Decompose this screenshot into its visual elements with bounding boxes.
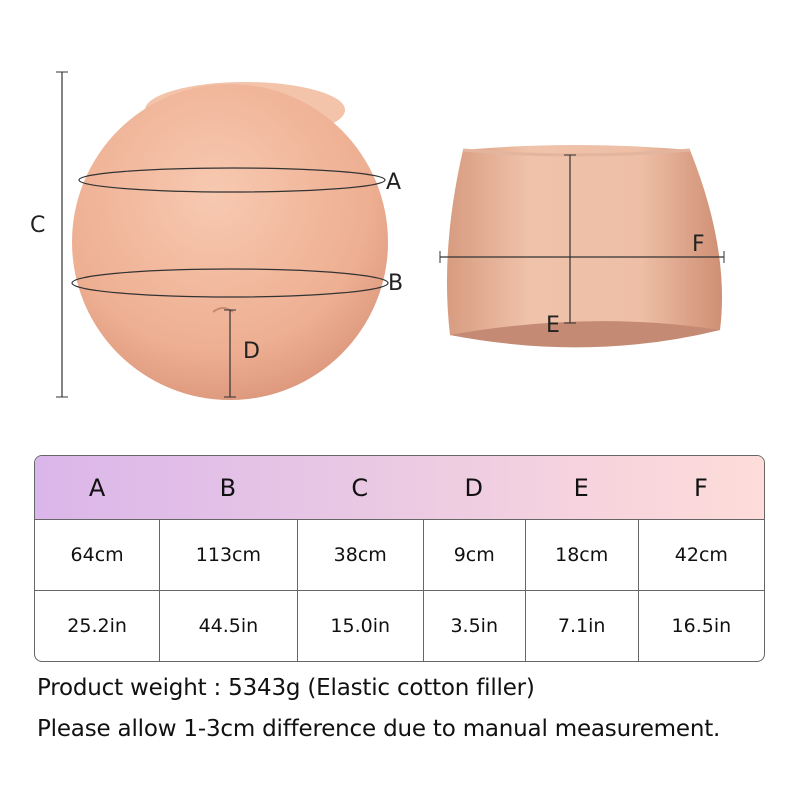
measure-line-b xyxy=(71,268,389,298)
cell: 113cm xyxy=(159,519,297,590)
cell: 42cm xyxy=(637,519,764,590)
label-f: F xyxy=(692,232,705,257)
header-e: E xyxy=(573,473,589,502)
sphere-product xyxy=(71,82,389,400)
header-a: A xyxy=(88,473,106,502)
cell: 15.0in xyxy=(296,590,423,661)
size-table: A B C D E F 64cm 113cm 38cm 9cm 18cm 42c… xyxy=(34,455,765,662)
table-row-in: 25.2in 44.5in 15.0in 3.5in 7.1in 16.5in xyxy=(35,590,764,661)
header-f: F xyxy=(693,473,708,502)
measurement-note: Please allow 1-3cm difference due to man… xyxy=(37,716,721,742)
label-d: D xyxy=(243,339,260,364)
header-c: C xyxy=(351,473,369,502)
product-illustration xyxy=(56,71,725,400)
product-weight-text: Product weight : 5343g (Elastic cotton f… xyxy=(37,675,535,701)
cell: 16.5in xyxy=(637,590,764,661)
measure-line-a xyxy=(78,167,386,193)
header-b: B xyxy=(219,473,237,502)
header-d: D xyxy=(464,473,483,502)
table-row-cm: 64cm 113cm 38cm 9cm 18cm 42cm xyxy=(35,519,764,590)
label-b: B xyxy=(388,271,404,296)
cell: 25.2in xyxy=(35,590,160,661)
cell: 9cm xyxy=(422,519,525,590)
cell: 38cm xyxy=(296,519,423,590)
measure-line-c xyxy=(56,71,68,398)
label-c: C xyxy=(30,213,46,238)
cell: 18cm xyxy=(524,519,638,590)
label-a: A xyxy=(386,170,402,195)
table-header-row: A B C D E F xyxy=(35,456,764,519)
cell: 64cm xyxy=(35,519,160,590)
cell: 3.5in xyxy=(422,590,525,661)
cell: 44.5in xyxy=(159,590,297,661)
cell: 7.1in xyxy=(524,590,638,661)
label-e: E xyxy=(546,313,560,338)
cylinder-product xyxy=(439,145,725,348)
